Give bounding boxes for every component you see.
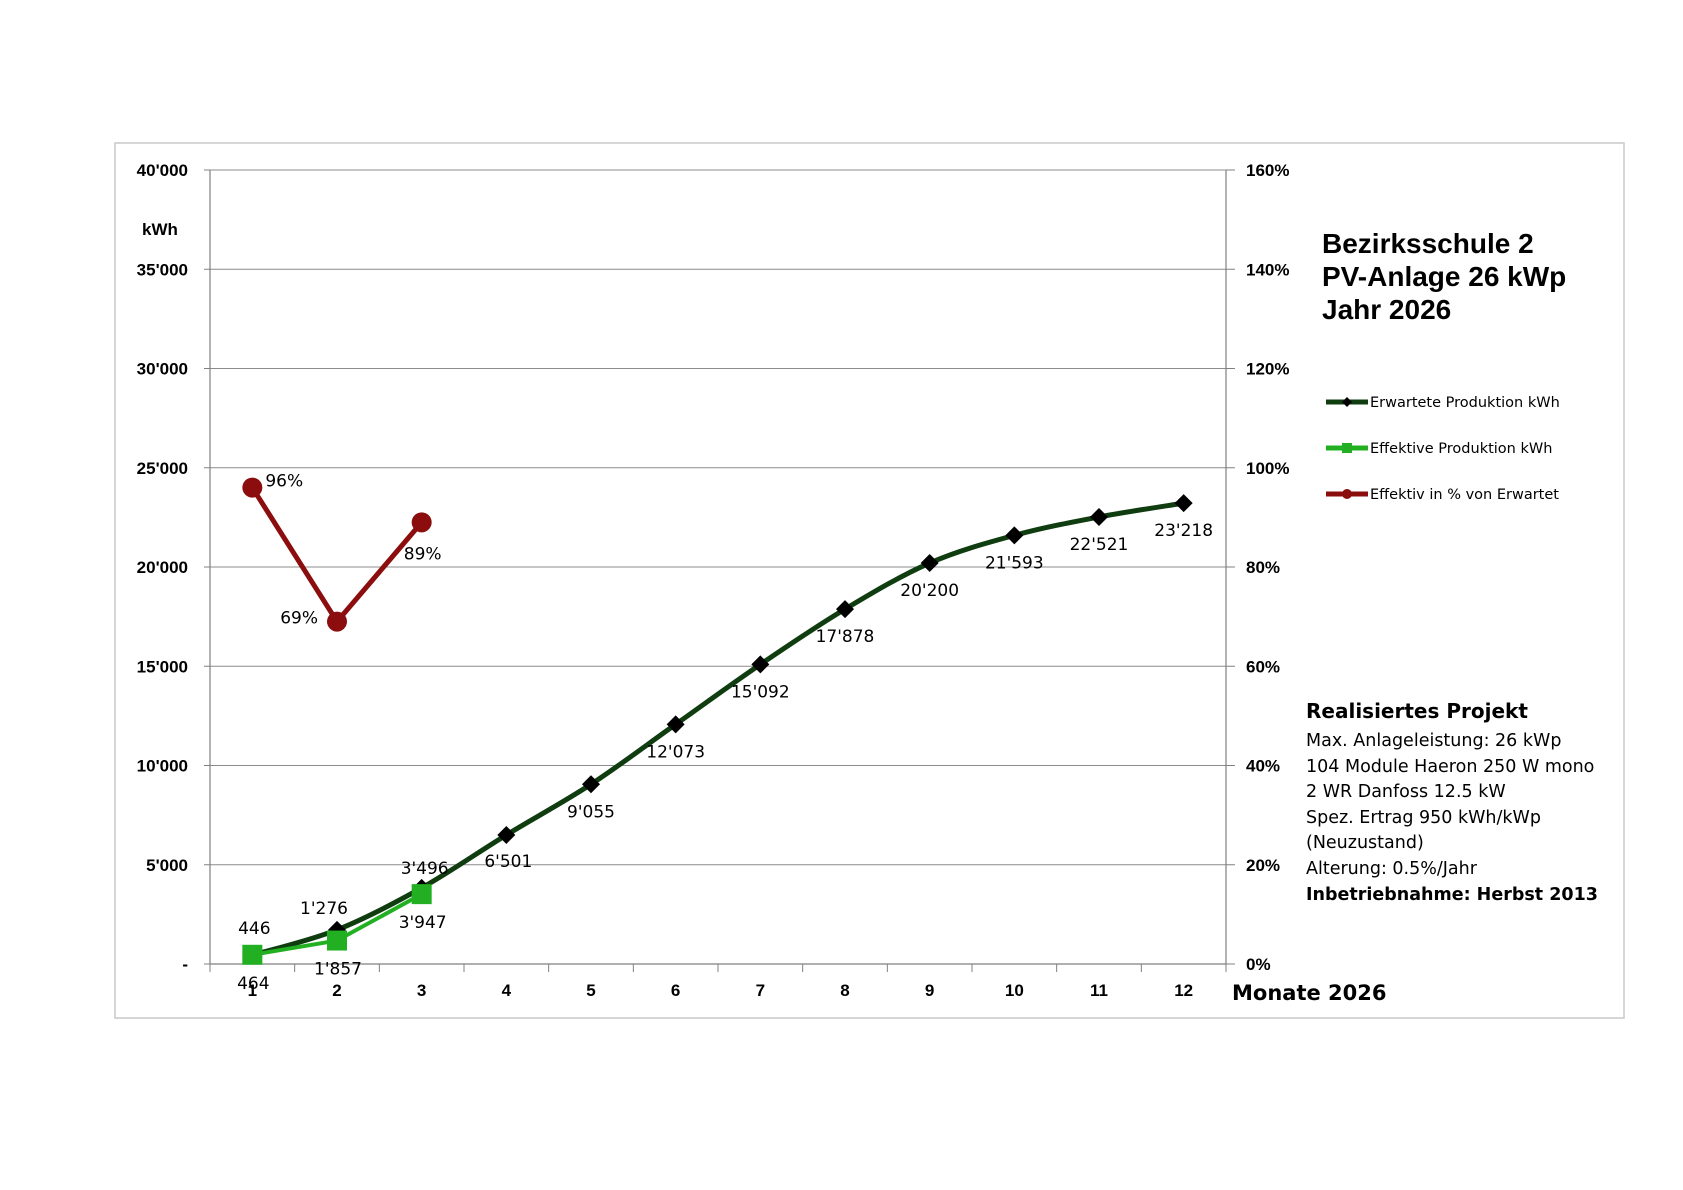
actual-production-label: 464 xyxy=(237,974,269,994)
expected-production-legend-marker xyxy=(1342,397,1352,407)
x-tick-label: 3 xyxy=(417,981,426,1000)
expected-production-label: 17'878 xyxy=(816,627,875,647)
expected-production-marker xyxy=(582,775,600,794)
x-tick-label: 12 xyxy=(1174,981,1193,1000)
expected-production-marker xyxy=(920,554,939,573)
expected-production-label: 1'276 xyxy=(300,899,348,919)
x-tick-label: 7 xyxy=(756,981,765,1000)
y2-tick-label: 100% xyxy=(1246,459,1289,478)
gridlines xyxy=(210,169,1226,866)
expected-production-label: 22'521 xyxy=(1070,535,1129,555)
y-tick-label: 35'000 xyxy=(137,260,188,279)
project-info-line-3: 2 WR Danfoss 12.5 kW xyxy=(1306,782,1506,802)
actual-production-marker xyxy=(327,930,347,951)
x-tick-label: 6 xyxy=(671,981,680,1000)
x-tick-label: 11 xyxy=(1090,981,1108,1000)
expected-production-marker xyxy=(836,600,854,619)
chart-title: Bezirksschule 2 PV-Anlage 26 kWp Jahr 20… xyxy=(1322,228,1566,325)
actual-percent-label: 96% xyxy=(265,472,303,492)
y2-tick-label: 80% xyxy=(1246,558,1280,577)
legend: Erwartete Produktion kWh Effektive Produk… xyxy=(1326,395,1560,503)
actual-percent-marker xyxy=(327,611,347,632)
project-info-line-2: 104 Module Haeron 250 W mono xyxy=(1306,757,1594,777)
actual-production-legend-label: Effektive Produktion kWh xyxy=(1370,441,1552,457)
project-info-commissioning: Inbetriebnahme: Herbst 2013 xyxy=(1306,885,1598,905)
y2-tick-label: 0% xyxy=(1246,955,1271,974)
actual-production-label: 1'857 xyxy=(314,960,362,980)
y2-tick-label: 160% xyxy=(1246,161,1289,180)
y-tick-label: 25'000 xyxy=(137,459,188,478)
x-tick-label: 8 xyxy=(840,981,849,1000)
chart-title-line-3: Jahr 2026 xyxy=(1322,294,1451,325)
y-tick-label: 20'000 xyxy=(137,558,188,577)
actual-percent-marker xyxy=(242,477,263,498)
expected-production-label: 6'501 xyxy=(484,852,532,872)
expected-production-marker xyxy=(666,715,685,734)
actual-percent-marker xyxy=(411,512,432,533)
actual-percent-label: 69% xyxy=(280,609,318,629)
y-tick-label: - xyxy=(182,955,188,974)
actual-production-marker xyxy=(411,884,432,905)
y-tick-label: 5'000 xyxy=(146,856,188,875)
expected-production-label: 446 xyxy=(238,919,270,939)
y2-tick-label: 40% xyxy=(1246,757,1280,776)
chart-area-border xyxy=(114,142,1625,1019)
expected-production-marker xyxy=(497,825,516,844)
project-info-heading: Realisiertes Projekt xyxy=(1306,699,1528,723)
expected-production-legend-label: Erwartete Produktion kWh xyxy=(1370,395,1560,411)
y2-tick-label: 140% xyxy=(1246,260,1289,279)
x-tick-label: 9 xyxy=(925,981,934,1000)
expected-production-marker xyxy=(751,655,770,674)
expected-production-label: 15'092 xyxy=(731,682,790,702)
series-layer xyxy=(242,477,1193,965)
data-labels: 446 1'276 3'496 6'501 9'055 12'073 15'092 17'87… xyxy=(237,472,1213,994)
expected-production-label: 23'218 xyxy=(1154,521,1213,541)
x-tick-label: 10 xyxy=(1005,981,1024,1000)
x-tick-label: 4 xyxy=(502,981,512,1000)
axes: - 5'000 10'000 15'000 20'000 25'000 30'000 35'0… xyxy=(137,161,1290,1000)
chart-title-line-2: PV-Anlage 26 kWp xyxy=(1322,261,1566,292)
x-tick-label: 2 xyxy=(332,981,341,1000)
actual-percent-legend-marker xyxy=(1342,489,1352,499)
y2-tick-label: 60% xyxy=(1246,657,1280,676)
project-info-line-5: (Neuzustand) xyxy=(1306,833,1424,853)
project-info-line-4: Spez. Ertrag 950 kWh/kWp xyxy=(1306,808,1541,828)
expected-production-marker xyxy=(1174,494,1193,513)
y-tick-label: 30'000 xyxy=(137,360,188,379)
y-tick-label: 40'000 xyxy=(137,161,188,180)
expected-production-label: 20'200 xyxy=(900,581,959,601)
actual-production-label: 3'947 xyxy=(399,913,447,933)
expected-production-label: 9'055 xyxy=(567,802,615,822)
expected-production-marker xyxy=(1090,507,1108,526)
project-info: Realisiertes Projekt Max. Anlageleistung… xyxy=(1306,699,1598,905)
y-tick-label: 15'000 xyxy=(137,657,188,676)
expected-production-label: 21'593 xyxy=(985,553,1044,573)
project-info-line-1: Max. Anlageleistung: 26 kWp xyxy=(1306,731,1561,751)
project-info-line-6: Alterung: 0.5%/Jahr xyxy=(1306,859,1478,879)
actual-percent-label: 89% xyxy=(404,544,442,564)
expected-production-label: 3'496 xyxy=(401,859,449,879)
y-tick-label: 10'000 xyxy=(137,757,188,776)
expected-production-marker xyxy=(1005,526,1024,545)
x-tick-label: 5 xyxy=(586,981,595,1000)
actual-percent-legend-label: Effektiv in % von Erwartet xyxy=(1370,487,1559,503)
expected-production-label: 12'073 xyxy=(646,742,705,762)
y2-tick-label: 120% xyxy=(1246,360,1289,379)
y-axis-unit: kWh xyxy=(142,220,178,239)
actual-production-legend-marker xyxy=(1342,443,1352,453)
x-axis-title: Monate 2026 xyxy=(1232,981,1387,1005)
actual-production-marker xyxy=(242,944,263,965)
chart-title-line-1: Bezirksschule 2 xyxy=(1322,228,1534,259)
x-tick-label: 1 xyxy=(248,981,257,1000)
y2-tick-label: 20% xyxy=(1246,856,1280,875)
